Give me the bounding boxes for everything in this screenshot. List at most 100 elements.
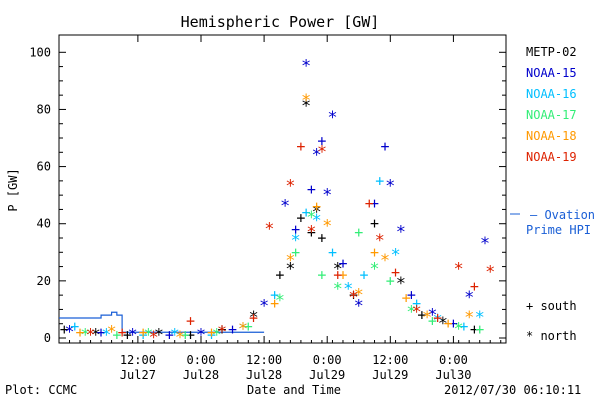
data-point: + [354, 223, 363, 241]
data-point: + [386, 272, 395, 290]
x-tick-label-time: 12:00 [120, 353, 156, 367]
data-point: * [212, 325, 222, 345]
data-point: * [285, 260, 295, 280]
data-point: * [291, 231, 301, 251]
data-point: * [464, 288, 474, 308]
data-point: * [149, 328, 159, 348]
data-point: + [291, 243, 300, 261]
data-point: + [407, 286, 416, 304]
data-point: * [485, 262, 495, 282]
data-point: + [218, 320, 227, 338]
data-point: * [154, 325, 164, 345]
data-point: * [248, 308, 258, 328]
data-point: + [139, 323, 148, 341]
data-point: + [207, 323, 216, 341]
data-point: + [470, 320, 479, 338]
data-point: * [301, 91, 311, 111]
data-point: + [428, 312, 437, 330]
legend-entry: NOAA-15 [526, 66, 577, 80]
data-point: + [370, 243, 379, 261]
data-point: * [306, 222, 316, 242]
data-point: * [317, 142, 327, 162]
data-point: * [354, 297, 364, 317]
data-point: + [338, 255, 347, 273]
x-axis-label: Date and Time [247, 383, 341, 397]
data-point: * [464, 308, 474, 328]
data-point: * [217, 322, 227, 342]
legend-marker-south: + south [526, 299, 577, 313]
data-point: * [80, 325, 90, 345]
data-point: + [370, 195, 379, 213]
data-point: + [118, 323, 127, 341]
data-point: * [380, 251, 390, 271]
plot-frame [58, 34, 507, 344]
data-point: * [348, 288, 358, 308]
data-point: + [112, 326, 121, 344]
data-point: * [196, 325, 206, 345]
data-point: + [76, 323, 85, 341]
data-point: + [123, 326, 132, 344]
x-tick-label-time: 0:00 [439, 353, 468, 367]
data-point: + [470, 278, 479, 296]
data-point: * [333, 280, 343, 300]
x-tick-label-date: Jul30 [435, 368, 471, 382]
data-point: * [64, 322, 74, 342]
x-tick-label-time: 0:00 [313, 353, 342, 367]
data-point: * [106, 322, 116, 342]
y-tick-label: 40 [37, 217, 51, 231]
data-point: + [381, 138, 390, 156]
data-point: + [70, 318, 79, 336]
y-tick-label: 60 [37, 160, 51, 174]
data-point: + [228, 320, 237, 338]
data-point: * [354, 285, 364, 305]
y-tick-label: 20 [37, 274, 51, 288]
data-point: * [390, 245, 400, 265]
data-point: + [307, 223, 316, 241]
data-point: * [127, 325, 137, 345]
x-tick-label-time: 12:00 [372, 353, 408, 367]
data-point: * [396, 222, 406, 242]
data-point: + [317, 132, 326, 150]
data-point: + [449, 315, 458, 333]
chart-title: Hemispheric Power [GW] [181, 13, 380, 31]
data-point: * [306, 208, 316, 228]
data-point: + [402, 289, 411, 307]
data-point: * [101, 325, 111, 345]
y-tick-label: 100 [29, 45, 51, 59]
data-point: * [322, 217, 332, 237]
footer-left: Plot: CCMC [5, 383, 77, 397]
x-tick-label-time: 0:00 [187, 353, 216, 367]
legend-entry: METP-02 [526, 45, 577, 59]
data-point: * [143, 325, 153, 345]
y-axis: 0 20 40 60 80 100 [29, 45, 506, 345]
ovation-model-line [59, 311, 265, 333]
data-points: + * + * + +*+ *+*+*+*++*+ * +* + * + * +**+*+*+**+*++… [60, 57, 496, 348]
data-point: * [312, 145, 322, 165]
legend-entry: NOAA-16 [526, 87, 577, 101]
data-point: + [359, 266, 368, 284]
data-point: + [317, 229, 326, 247]
data-point: * [454, 320, 464, 340]
legend-ovation-label-2: Prime HPI [526, 223, 591, 237]
data-point: * [475, 308, 485, 328]
data-point: * [238, 320, 248, 340]
data-point: + [375, 172, 384, 190]
x-axis: 12:00Jul270:00Jul2812:00Jul280:00Jul2912… [58, 35, 502, 382]
data-point: * [385, 177, 395, 197]
data-point: * [238, 320, 248, 340]
ovation-hpi-line [59, 311, 265, 333]
y-tick-label: 0 [44, 331, 51, 345]
data-point: + [186, 326, 195, 344]
legend-entry: NOAA-19 [526, 150, 577, 164]
x-tick-label-date: Jul29 [309, 368, 345, 382]
data-point: + [365, 195, 374, 213]
data-point: * [422, 308, 432, 328]
data-point: * [433, 311, 443, 331]
legend-marker-north: * north [526, 329, 577, 343]
data-point: * [259, 297, 269, 317]
data-point: + [417, 306, 426, 324]
data-point: + [312, 198, 321, 216]
x-tick-label-date: Jul28 [183, 368, 219, 382]
data-point: + [391, 263, 400, 281]
data-point: * [170, 325, 180, 345]
